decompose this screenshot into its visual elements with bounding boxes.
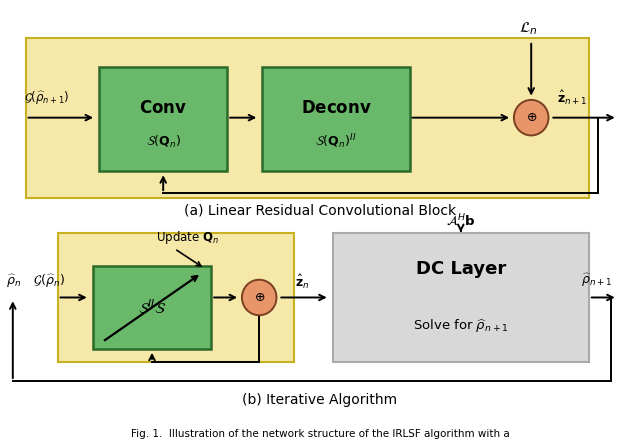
- Text: $\mathcal{G}(\widehat{\rho}_n)$: $\mathcal{G}(\widehat{\rho}_n)$: [33, 274, 65, 290]
- Text: DC Layer: DC Layer: [415, 260, 506, 278]
- Ellipse shape: [242, 280, 276, 315]
- Text: $\mathbf{Conv}$: $\mathbf{Conv}$: [139, 99, 188, 117]
- Text: $\hat{\mathbf{z}}_{n+1}$: $\hat{\mathbf{z}}_{n+1}$: [557, 89, 588, 107]
- Text: $\mathcal{G}(\widehat{\rho}_{n+1})$: $\mathcal{G}(\widehat{\rho}_{n+1})$: [24, 89, 70, 106]
- Text: $\mathcal{S}(\mathbf{Q}_n)^{II}$: $\mathcal{S}(\mathbf{Q}_n)^{II}$: [316, 132, 356, 151]
- Text: (b) Iterative Algorithm: (b) Iterative Algorithm: [243, 393, 397, 408]
- FancyBboxPatch shape: [333, 233, 589, 362]
- FancyBboxPatch shape: [26, 38, 589, 198]
- Text: $\oplus$: $\oplus$: [525, 111, 537, 124]
- FancyBboxPatch shape: [99, 67, 227, 171]
- Text: $\mathbf{Deconv}$: $\mathbf{Deconv}$: [301, 99, 371, 117]
- Text: $\mathcal{S}^{II}\mathcal{S}$: $\mathcal{S}^{II}\mathcal{S}$: [138, 298, 166, 317]
- FancyBboxPatch shape: [58, 233, 294, 362]
- Text: $\mathcal{L}_n$: $\mathcal{L}_n$: [518, 20, 538, 37]
- Text: Update $\mathbf{Q}_n$: Update $\mathbf{Q}_n$: [156, 229, 219, 246]
- Text: $\widehat{\rho}_{n+1}$: $\widehat{\rho}_{n+1}$: [581, 272, 612, 289]
- FancyBboxPatch shape: [93, 266, 211, 349]
- Text: $\hat{\mathbf{z}}_n$: $\hat{\mathbf{z}}_n$: [295, 273, 309, 291]
- Text: $\mathcal{A}^H\mathbf{b}$: $\mathcal{A}^H\mathbf{b}$: [446, 212, 476, 228]
- Text: $\oplus$: $\oplus$: [253, 291, 265, 304]
- Text: Solve for $\widehat{\rho}_{n+1}$: Solve for $\widehat{\rho}_{n+1}$: [413, 317, 509, 335]
- Ellipse shape: [514, 100, 548, 135]
- Text: $\widehat{\rho}_n$: $\widehat{\rho}_n$: [6, 274, 21, 290]
- Text: (a) Linear Residual Convolutional Block: (a) Linear Residual Convolutional Block: [184, 204, 456, 218]
- Text: Fig. 1.  Illustration of the network structure of the IRLSF algorithm with a: Fig. 1. Illustration of the network stru…: [131, 429, 509, 439]
- FancyBboxPatch shape: [262, 67, 410, 171]
- Text: $\mathcal{S}(\mathbf{Q}_n)$: $\mathcal{S}(\mathbf{Q}_n)$: [145, 134, 181, 150]
